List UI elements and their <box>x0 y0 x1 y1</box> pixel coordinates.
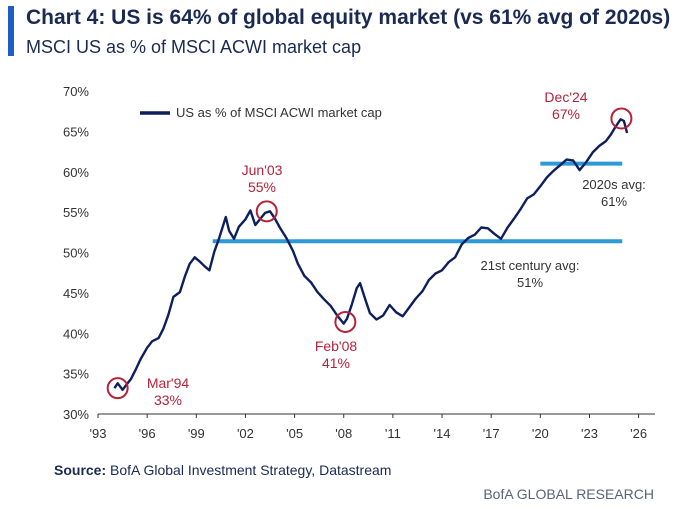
x-tick-label: '11 <box>385 426 401 441</box>
x-tick-label: '20 <box>532 426 549 441</box>
y-tick-label: 60% <box>63 165 89 180</box>
reference-value-label: 61% <box>601 194 627 209</box>
annotation-value: 41% <box>322 355 350 371</box>
y-tick-label: 50% <box>63 246 89 261</box>
y-tick-label: 70% <box>63 84 89 99</box>
annotation-circle <box>255 200 278 223</box>
y-tick-label: 35% <box>63 367 89 382</box>
series-line <box>113 118 629 391</box>
annotation-circle <box>106 377 129 400</box>
title-accent-bar <box>8 6 14 56</box>
chart-subtitle: MSCI US as % of MSCI ACWI market cap <box>26 37 362 57</box>
source-text: BofA Global Investment Strategy, Datastr… <box>106 462 392 478</box>
source-label: Source: <box>54 462 107 478</box>
reference-label: 21st century avg: <box>481 258 580 273</box>
legend-label: US as % of MSCI ACWI market cap <box>176 105 382 120</box>
x-tick-label: '08 <box>335 426 352 441</box>
annotation-date: Jun'03 <box>242 162 283 178</box>
y-tick-label: 65% <box>63 124 89 139</box>
y-tick-label: 30% <box>63 407 89 422</box>
annotation-date: Feb'08 <box>315 338 358 354</box>
y-tick-label: 40% <box>63 326 89 341</box>
annotation-date: Mar'94 <box>147 375 190 391</box>
reference-label: 2020s avg: <box>582 177 646 192</box>
x-tick-label: '93 <box>90 426 107 441</box>
annotation-value: 67% <box>552 106 580 122</box>
x-tick-label: '26 <box>630 426 647 441</box>
x-tick-label: '14 <box>434 426 451 441</box>
source-note: Source: BofA Global Investment Strategy,… <box>54 462 391 478</box>
reference-value-label: 51% <box>517 275 543 290</box>
annotation-circle <box>610 107 633 130</box>
x-tick-label: '23 <box>581 426 598 441</box>
chart-title: Chart 4: US is 64% of global equity mark… <box>26 6 671 29</box>
y-tick-label: 45% <box>63 286 89 301</box>
y-tick-label: 55% <box>63 205 89 220</box>
x-tick-label: '96 <box>139 426 156 441</box>
annotation-circle <box>334 310 357 333</box>
brand-footer: BofA GLOBAL RESEARCH <box>483 486 654 502</box>
annotation-value: 33% <box>154 392 182 408</box>
annotation-date: Dec'24 <box>544 89 587 105</box>
annotation-value: 55% <box>248 179 276 195</box>
x-tick-label: '02 <box>237 426 254 441</box>
x-tick-label: '05 <box>286 426 303 441</box>
x-tick-label: '99 <box>188 426 205 441</box>
x-tick-label: '17 <box>483 426 500 441</box>
